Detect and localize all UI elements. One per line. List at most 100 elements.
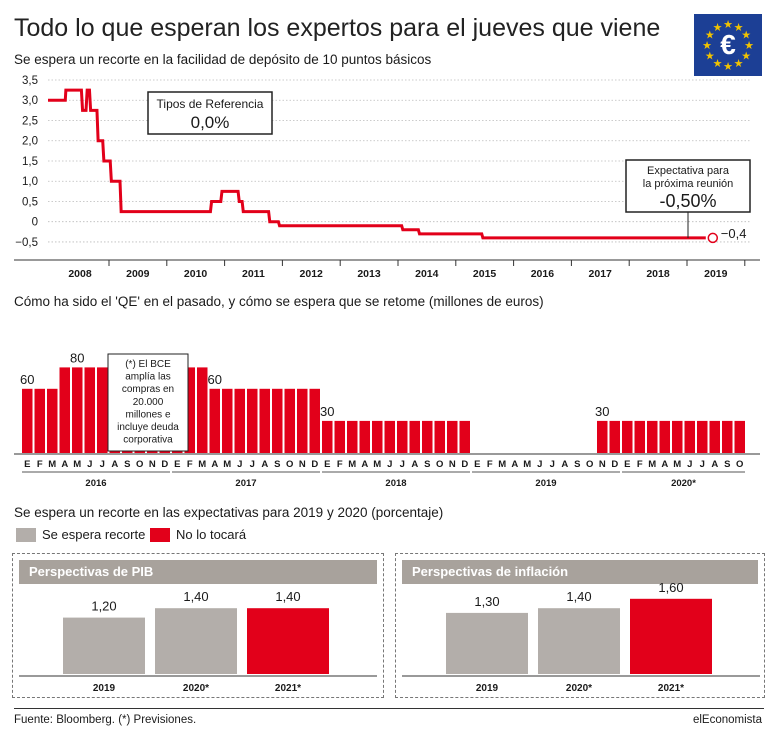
pib-chart: 1,20 2019 1,40 2020* 1,40 2021* [19, 589, 377, 694]
rates-chart: 3,5 3,0 2,5 2,0 1,5 1,0 0,5 0 −0,5 2008 2009 2010 20… [14, 75, 760, 280]
pib-value-label: 1,40 [275, 589, 300, 604]
month-label: J [400, 459, 405, 470]
qe-note-line: amplía las [125, 372, 171, 383]
qe-bar [209, 388, 220, 453]
month-label: M [523, 459, 531, 470]
qe-value-label: 60 [208, 372, 222, 387]
x-tick-label: 2010 [184, 268, 208, 280]
year-label: 2020* [671, 478, 696, 489]
year-label: 2017 [235, 478, 256, 489]
month-label: M [498, 459, 506, 470]
qe-bar [597, 420, 608, 453]
y-tick-label: 0,5 [22, 196, 38, 208]
qe-bar [647, 420, 658, 453]
qe-bar [447, 420, 458, 453]
qe-bar [197, 367, 208, 453]
qe-value-label: 30 [320, 404, 334, 419]
month-label: A [361, 459, 368, 470]
month-label: A [111, 459, 118, 470]
qe-bar [22, 388, 33, 453]
star-icon: ★ [723, 61, 733, 73]
month-label: D [161, 459, 168, 470]
month-label: N [449, 459, 456, 470]
inflation-value-label: 1,30 [474, 594, 499, 609]
x-tick-label: 2016 [531, 268, 555, 280]
qe-bar [359, 420, 370, 453]
qe-value-label: 60 [20, 372, 34, 387]
qe-bar [47, 388, 58, 453]
qe-bar [272, 388, 283, 453]
qe-note-line: millones e [125, 409, 170, 420]
star-icon: ★ [705, 30, 715, 42]
footer-brand: elEconomista [692, 714, 762, 726]
qe-bar [722, 420, 733, 453]
qe-bar [334, 420, 345, 453]
inflation-panel: Perspectivas de inflación 1,30 2019 1,40 20… [395, 553, 765, 698]
qe-bar [84, 367, 95, 453]
month-label: S [724, 459, 730, 470]
month-label: J [550, 459, 555, 470]
x-tick-label: 2018 [646, 268, 670, 280]
qe-bar [634, 420, 645, 453]
x-tick-label: 2015 [473, 268, 497, 280]
month-label: E [174, 459, 180, 470]
star-icon: ★ [734, 22, 744, 34]
month-label: J [687, 459, 692, 470]
x-tick-label: 2009 [126, 268, 150, 280]
y-tick-label: 3,5 [22, 75, 38, 87]
month-label: A [211, 459, 218, 470]
pib-bar [247, 608, 329, 674]
qe-bar [672, 420, 683, 453]
month-label: A [511, 459, 518, 470]
month-label: J [537, 459, 542, 470]
qe-bar [422, 420, 433, 453]
x-tick-label: 2013 [357, 268, 381, 280]
pib-panel-header: Perspectivas de PIB [19, 560, 377, 584]
year-label: 2018 [385, 478, 406, 489]
inflation-value-label: 1,60 [658, 580, 683, 595]
month-label: S [124, 459, 130, 470]
month-label: J [250, 459, 255, 470]
legend-swatch-recorte [16, 528, 36, 542]
qe-bar [309, 388, 320, 453]
inflation-bar [630, 598, 712, 674]
legend-label-no-tocara: No lo tocará [176, 527, 247, 542]
qe-bar [709, 420, 720, 453]
qe-note-line: 20.000 [133, 397, 164, 408]
footer-source: Fuente: Bloomberg. (*) Previsiones. [14, 714, 197, 726]
month-label: A [411, 459, 418, 470]
qe-bar [259, 388, 270, 453]
month-label: M [673, 459, 681, 470]
expectation-line1: Expectativa para [647, 165, 730, 177]
star-icon: ★ [741, 30, 751, 42]
qe-note-line: incluye deuda [117, 422, 179, 433]
expect-subtitle: Se espera un recorte en las expectativas… [14, 505, 444, 520]
star-icon: ★ [741, 51, 751, 63]
month-label: O [286, 459, 293, 470]
inflation-panel-header: Perspectivas de inflación [402, 560, 758, 584]
month-label: M [223, 459, 231, 470]
qe-subtitle: Cómo ha sido el 'QE' en el pasado, y cóm… [14, 294, 544, 309]
expectation-value: -0,50% [659, 191, 716, 211]
qe-bar [372, 420, 383, 453]
month-label: N [599, 459, 606, 470]
rates-subtitle: Se espera un recorte en la facilidad de … [14, 52, 432, 67]
month-label: M [198, 459, 206, 470]
qe-note-line: compras en [122, 384, 174, 395]
star-icon: ★ [713, 22, 723, 34]
month-label: N [149, 459, 156, 470]
qe-bar [609, 420, 620, 453]
month-label: M [648, 459, 656, 470]
month-label: F [487, 459, 493, 470]
month-label: F [337, 459, 343, 470]
qe-note-line: (*) El BCE [125, 359, 171, 370]
x-tick-label: 2011 [242, 268, 265, 280]
pib-panel: Perspectivas de PIB 1,20 2019 1,40 2020* 1,4… [12, 553, 384, 698]
reference-rate-value: 0,0% [191, 113, 230, 132]
qe-bar [72, 367, 83, 453]
month-label: J [387, 459, 392, 470]
month-label: A [561, 459, 568, 470]
year-label: 2016 [85, 478, 106, 489]
qe-value-label: 30 [595, 404, 609, 419]
